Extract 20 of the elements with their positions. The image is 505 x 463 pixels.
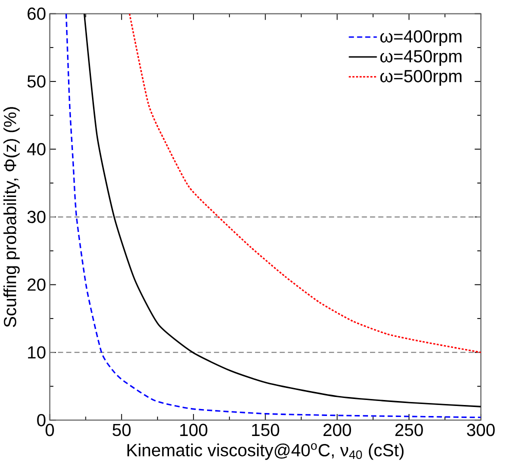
y-tick-label: 0 [37,414,46,426]
x-tick-label: 150 [252,424,280,436]
y-tick-label: 60 [28,7,46,20]
x-tick-label: 250 [395,424,423,436]
y-tick-label: 50 [27,75,46,88]
x-tick-label: 0 [46,424,54,436]
legend-label: ω=400rpm [380,30,462,46]
x-tick-label: 100 [180,424,208,436]
y-tick-label: 20 [28,278,46,291]
y-tick-label: 40 [27,142,46,156]
y-tick-label: 30 [27,210,46,224]
legend-label: ω=500rpm [380,70,462,86]
line-series [128,14,481,354]
y-tick-label: 10 [28,346,46,358]
x-tick-label: 200 [323,424,352,436]
x-tick-label: 50 [112,424,131,436]
legend-label: ω=450rpm [380,50,462,66]
y-axis-title: Scuffing probability, Φ(z) (%) [3,107,20,327]
x-tick-label: 300 [466,424,495,436]
x-axis-title: Kinematic viscosity@40$^{o}$C, ν$_{40}$ (cSt) [127,443,404,460]
